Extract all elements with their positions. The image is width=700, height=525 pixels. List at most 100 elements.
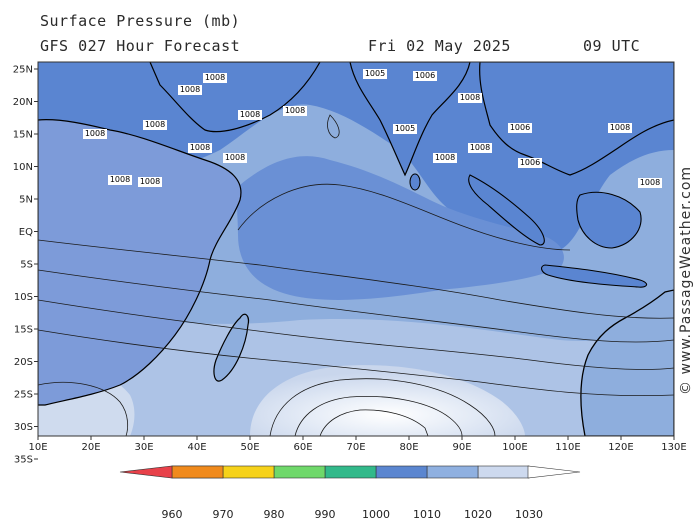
lon-label: 30E xyxy=(134,442,153,453)
svg-text:1008: 1008 xyxy=(610,123,630,132)
sri-lanka xyxy=(409,173,421,191)
pressure-value-tag: 1008 xyxy=(468,143,492,153)
colorbar-label: 960 xyxy=(161,508,183,521)
svg-text:1005: 1005 xyxy=(395,124,415,133)
lon-label: 80E xyxy=(399,442,418,453)
lat-label: 15S xyxy=(14,325,33,336)
site-credit: © www.PassageWeather.com xyxy=(678,165,694,395)
sumatra xyxy=(468,174,545,246)
pressure-value-tag: 1008 xyxy=(638,178,662,188)
svg-text:1006: 1006 xyxy=(415,71,435,80)
pressure-value-tag: 1008 xyxy=(203,73,227,83)
svg-text:1008: 1008 xyxy=(225,153,245,162)
svg-text:1008: 1008 xyxy=(145,120,165,129)
lon-label: 90E xyxy=(452,442,471,453)
pressure-value-tag: 1008 xyxy=(238,110,262,120)
colorbar-high-arrow xyxy=(527,465,581,479)
pressure-value-tag: 1008 xyxy=(608,123,632,133)
colorbar-segment xyxy=(375,465,428,479)
latitude-labels: 25N 20N 15N 10N 5N EQ 5S 10S 15S 20S 25S 30S 35S xyxy=(13,65,38,466)
subtropical-high xyxy=(250,365,525,436)
pressure-band-1000-1010-equatorial xyxy=(237,156,564,300)
svg-text:1008: 1008 xyxy=(110,175,130,184)
svg-text:1006: 1006 xyxy=(520,158,540,167)
borneo xyxy=(576,191,642,249)
forecast-time: 09 UTC xyxy=(583,37,641,55)
lat-label: EQ xyxy=(19,227,33,238)
lat-label: 25S xyxy=(14,390,33,401)
australia xyxy=(580,289,674,436)
longitude-labels: 10E 20E 30E 40E 50E 60E 70E 80E 90E 100E 110E 120E 1… xyxy=(28,436,687,453)
lon-label: 50E xyxy=(240,442,259,453)
isobar-lines xyxy=(38,114,674,436)
pressure-value-tag: 1008 xyxy=(283,106,307,116)
lat-label: 25N xyxy=(13,65,33,76)
java xyxy=(541,264,648,288)
svg-text:1008: 1008 xyxy=(240,110,260,119)
lat-label: 5S xyxy=(20,260,33,271)
lon-label: 10E xyxy=(28,442,47,453)
svg-text:1008: 1008 xyxy=(85,129,105,138)
pressure-value-tag: 1005 xyxy=(363,69,387,79)
colorbar-label: 990 xyxy=(314,508,336,521)
pressure-value-tag: 1008 xyxy=(143,120,167,130)
svg-text:1008: 1008 xyxy=(180,85,200,94)
lat-label: 30S xyxy=(14,422,33,433)
svg-text:1008: 1008 xyxy=(640,178,660,187)
forecast-date: Fri 02 May 2025 xyxy=(368,37,511,55)
pressure-value-tag: 1008 xyxy=(458,93,482,103)
map-field xyxy=(38,62,674,436)
lat-label: 15N xyxy=(13,130,33,141)
lat-label: 20N xyxy=(13,97,33,108)
pressure-value-tag: 1008 xyxy=(108,175,132,185)
colorbar-segment xyxy=(273,465,326,479)
lon-label: 70E xyxy=(346,442,365,453)
colorbar-segment xyxy=(324,465,377,479)
pressure-value-tag: 1008 xyxy=(83,129,107,139)
pressure-value-tag: 1005 xyxy=(393,124,417,134)
svg-text:1005: 1005 xyxy=(365,69,385,78)
colorbar-segment xyxy=(171,465,224,479)
svg-text:1008: 1008 xyxy=(190,143,210,152)
lat-label: 35S xyxy=(14,455,33,466)
colorbar-segment xyxy=(222,465,275,479)
svg-text:1008: 1008 xyxy=(140,177,160,186)
lon-label: 110E xyxy=(555,442,580,453)
colorbar-segment xyxy=(426,465,479,479)
pressure-value-tag: 1008 xyxy=(433,153,457,163)
svg-text:1008: 1008 xyxy=(460,93,480,102)
pressure-value-tag: 1006 xyxy=(508,123,532,133)
colorbar-label: 1010 xyxy=(413,508,441,521)
svg-text:1008: 1008 xyxy=(285,106,305,115)
lon-label: 100E xyxy=(502,442,527,453)
pressure-value-tag: 1008 xyxy=(138,177,162,187)
indian-subcontinent xyxy=(349,62,471,177)
colorbar-label: 980 xyxy=(263,508,285,521)
colorbar-label: 1030 xyxy=(515,508,543,521)
colorbar-label: 970 xyxy=(212,508,234,521)
colorbar-segment xyxy=(477,465,530,479)
lat-label: 20S xyxy=(14,357,33,368)
lon-label: 60E xyxy=(293,442,312,453)
lat-label: 10N xyxy=(13,162,33,173)
pressure-value-tag: 1008 xyxy=(178,85,202,95)
colorbar-label: 1020 xyxy=(464,508,492,521)
lon-label: 40E xyxy=(187,442,206,453)
southeast-asia xyxy=(479,62,674,176)
lon-label: 130E xyxy=(661,442,686,453)
svg-text:1008: 1008 xyxy=(470,143,490,152)
svg-text:1006: 1006 xyxy=(510,123,530,132)
pressure-value-tag: 1008 xyxy=(223,153,247,163)
colorbar-label: 1000 xyxy=(362,508,390,521)
lon-label: 120E xyxy=(608,442,633,453)
lon-label: 20E xyxy=(81,442,100,453)
lat-label: 5N xyxy=(19,195,33,206)
pressure-value-tag: 1006 xyxy=(413,71,437,81)
madagascar xyxy=(213,313,250,382)
svg-text:1008: 1008 xyxy=(435,153,455,162)
colorbar xyxy=(119,465,581,479)
colorbar-low-arrow xyxy=(119,465,173,479)
map-title: Surface Pressure (mb) xyxy=(40,12,241,30)
lat-label: 10S xyxy=(14,292,33,303)
